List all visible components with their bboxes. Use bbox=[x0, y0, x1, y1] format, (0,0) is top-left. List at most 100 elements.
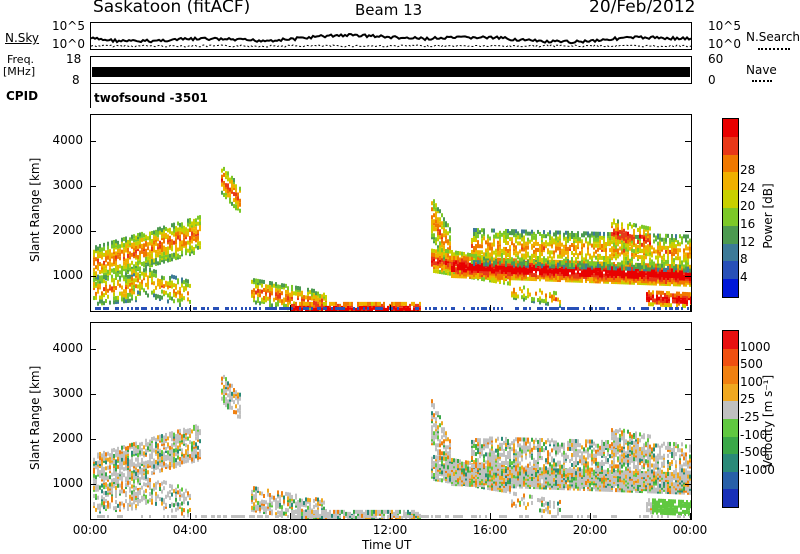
echo-cell bbox=[477, 266, 479, 271]
echo-cell bbox=[579, 261, 581, 266]
echo-cell bbox=[95, 275, 97, 280]
echo-cell bbox=[650, 292, 652, 297]
echo-cell bbox=[677, 274, 679, 279]
echo-cell bbox=[509, 262, 511, 267]
echo-cell bbox=[577, 276, 579, 281]
echo-cell bbox=[633, 266, 635, 271]
echo-cell bbox=[117, 295, 119, 300]
echo-cell bbox=[173, 240, 175, 245]
echo-cell bbox=[653, 249, 655, 254]
echo-cell bbox=[635, 270, 637, 275]
echo-cell bbox=[489, 242, 491, 247]
echo-cell bbox=[95, 277, 97, 282]
echo-cell bbox=[529, 262, 531, 267]
echo-cell bbox=[135, 445, 137, 450]
echo-cell bbox=[353, 307, 355, 310]
echo-cell bbox=[629, 276, 631, 281]
echo-cell bbox=[451, 259, 453, 264]
echo-cell bbox=[193, 228, 195, 233]
echo-cell bbox=[159, 260, 161, 265]
echo-cell bbox=[253, 307, 255, 310]
echo-cell bbox=[551, 260, 553, 265]
echo-cell bbox=[477, 234, 479, 239]
echo-cell bbox=[633, 274, 635, 279]
echo-cell bbox=[109, 255, 111, 260]
echo-cell bbox=[521, 247, 523, 252]
echo-cell bbox=[269, 287, 271, 292]
echo-cell bbox=[97, 454, 99, 459]
echo-cell bbox=[551, 298, 553, 303]
echo-cell bbox=[125, 446, 127, 451]
echo-cell bbox=[103, 307, 105, 310]
echo-cell bbox=[565, 278, 567, 283]
echo-cell bbox=[457, 262, 459, 267]
echo-cell bbox=[505, 230, 507, 235]
echo-cell bbox=[335, 301, 337, 306]
echo-cell bbox=[93, 261, 95, 266]
echo-cell bbox=[451, 251, 453, 256]
echo-cell bbox=[123, 445, 125, 450]
echo-cell bbox=[137, 245, 139, 250]
echo-cell bbox=[153, 464, 155, 469]
echo-cell bbox=[437, 225, 439, 230]
echo-cell bbox=[523, 307, 525, 310]
echo-cell bbox=[579, 274, 581, 279]
echo-cell bbox=[435, 227, 437, 232]
echo-cell bbox=[231, 201, 233, 206]
echo-cell bbox=[569, 276, 571, 281]
echo-cell bbox=[169, 291, 171, 296]
echo-cell bbox=[171, 223, 173, 228]
echo-cell bbox=[591, 243, 593, 248]
echo-cell bbox=[143, 263, 145, 268]
echo-cell bbox=[559, 242, 561, 247]
echo-cell bbox=[141, 459, 143, 464]
echo-cell bbox=[119, 476, 121, 481]
echo-cell bbox=[183, 243, 185, 248]
echo-cell bbox=[105, 504, 107, 509]
echo-cell bbox=[189, 246, 191, 251]
echo-cell bbox=[111, 496, 113, 501]
echo-cell bbox=[135, 249, 137, 254]
echo-cell bbox=[193, 444, 195, 449]
echo-cell bbox=[523, 255, 525, 260]
echo-cell bbox=[557, 236, 559, 241]
echo-cell bbox=[145, 460, 147, 465]
echo-cell bbox=[131, 274, 133, 279]
echo-cell bbox=[607, 266, 609, 271]
echo-cell bbox=[125, 466, 127, 471]
echo-cell bbox=[643, 273, 645, 278]
echo-cell bbox=[515, 274, 517, 279]
echo-cell bbox=[613, 232, 615, 237]
echo-cell bbox=[639, 226, 641, 231]
echo-cell bbox=[595, 231, 597, 236]
echo-cell bbox=[665, 267, 667, 272]
echo-cell bbox=[187, 291, 189, 296]
echo-cell bbox=[639, 270, 641, 275]
echo-cell bbox=[647, 277, 649, 282]
echo-cell bbox=[153, 232, 155, 237]
echo-cell bbox=[115, 492, 117, 497]
echo-cell bbox=[137, 307, 139, 310]
echo-cell bbox=[185, 249, 187, 254]
echo-cell bbox=[319, 309, 321, 311]
echo-cell bbox=[487, 252, 489, 257]
echo-cell bbox=[105, 252, 107, 257]
echo-cell bbox=[669, 276, 671, 281]
echo-cell bbox=[189, 242, 191, 247]
echo-cell bbox=[217, 307, 219, 310]
echo-cell bbox=[656, 290, 658, 295]
echo-cell bbox=[561, 242, 563, 247]
echo-cell bbox=[557, 297, 559, 302]
echo-cell bbox=[527, 251, 529, 256]
echo-cell bbox=[163, 259, 165, 264]
echo-cell bbox=[151, 307, 153, 310]
echo-cell bbox=[287, 296, 289, 301]
echo-cell bbox=[105, 272, 107, 277]
echo-cell bbox=[595, 255, 597, 260]
echo-cell bbox=[633, 229, 635, 234]
echo-cell bbox=[683, 250, 685, 255]
echo-cell bbox=[129, 243, 131, 248]
echo-cell bbox=[119, 275, 121, 280]
echo-cell bbox=[365, 303, 367, 308]
echo-cell bbox=[115, 257, 117, 262]
